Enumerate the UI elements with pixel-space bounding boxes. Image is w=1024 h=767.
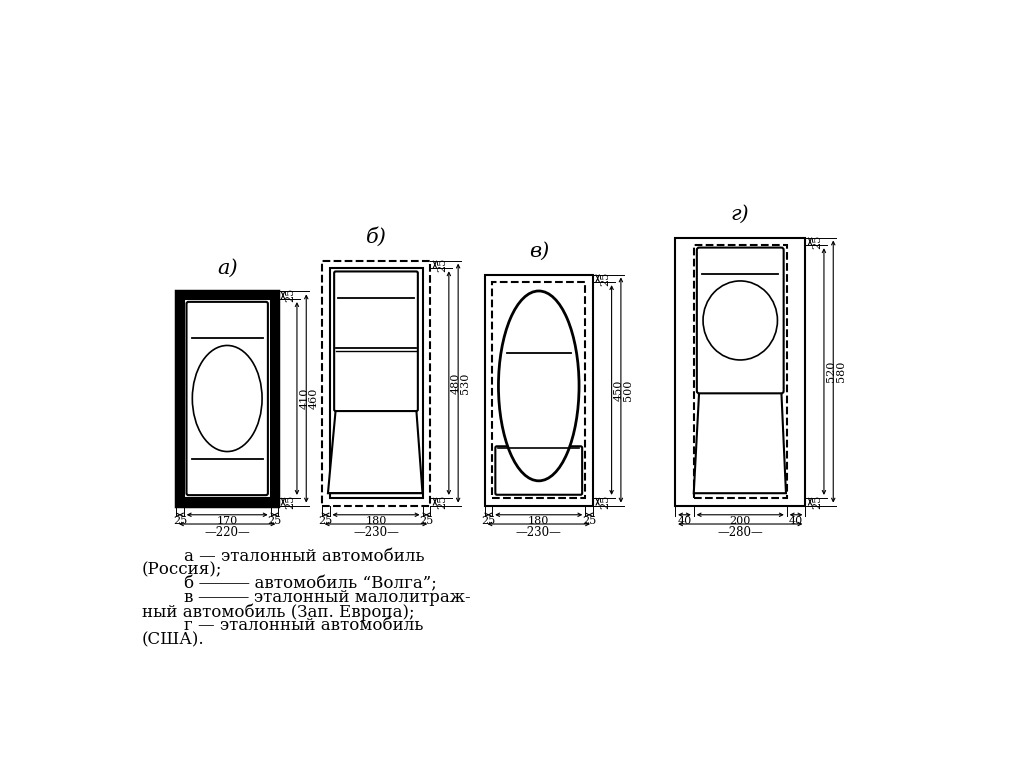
Bar xyxy=(493,282,586,498)
Bar xyxy=(176,291,279,505)
Text: 25: 25 xyxy=(481,516,496,526)
Text: 500: 500 xyxy=(624,380,633,400)
Text: 460: 460 xyxy=(308,388,318,409)
Text: (США).: (США). xyxy=(142,631,205,648)
Text: 200: 200 xyxy=(729,516,751,526)
Text: 170: 170 xyxy=(216,516,238,526)
Bar xyxy=(183,299,270,498)
Text: 25: 25 xyxy=(286,495,295,509)
Text: 580: 580 xyxy=(836,360,846,382)
FancyBboxPatch shape xyxy=(496,446,583,495)
Text: 25: 25 xyxy=(173,516,187,526)
Text: (Россия);: (Россия); xyxy=(142,561,222,579)
Text: 25: 25 xyxy=(318,516,333,526)
Text: 25: 25 xyxy=(812,495,822,509)
Bar xyxy=(183,299,270,498)
Polygon shape xyxy=(693,391,786,493)
Text: ный автомобиль (Зап. Европа);: ный автомобиль (Зап. Европа); xyxy=(142,604,415,621)
Text: 450: 450 xyxy=(614,380,624,400)
Text: 40: 40 xyxy=(677,516,691,526)
Text: 520: 520 xyxy=(826,360,837,382)
Text: 530: 530 xyxy=(461,373,470,393)
Text: —230—: —230— xyxy=(353,525,399,538)
Text: 25: 25 xyxy=(812,234,822,249)
Text: 25: 25 xyxy=(267,516,282,526)
Text: г): г) xyxy=(731,205,750,224)
Bar xyxy=(675,238,805,505)
Text: —220—: —220— xyxy=(205,525,250,538)
Text: —280—: —280— xyxy=(718,525,763,538)
Text: б ――― автомобиль “Волга”;: б ――― автомобиль “Волга”; xyxy=(142,575,436,593)
Ellipse shape xyxy=(499,291,579,481)
Text: 25: 25 xyxy=(437,258,447,272)
Polygon shape xyxy=(328,410,423,493)
Bar xyxy=(330,268,423,498)
Text: 25: 25 xyxy=(600,272,610,285)
Text: в): в) xyxy=(528,242,549,261)
Text: а — эталонный автомобиль: а — эталонный автомобиль xyxy=(142,548,425,565)
Text: б): б) xyxy=(366,227,386,247)
FancyBboxPatch shape xyxy=(186,302,268,495)
Text: 410: 410 xyxy=(299,388,309,409)
Text: г — эталонный автомобиль: г — эталонный автомобиль xyxy=(142,617,424,634)
Text: 40: 40 xyxy=(788,516,803,526)
FancyBboxPatch shape xyxy=(697,248,783,393)
Text: а): а) xyxy=(217,258,238,278)
Bar xyxy=(693,245,786,498)
Bar xyxy=(484,275,593,505)
Text: в ――― эталонный малолитраж-: в ――― эталонный малолитраж- xyxy=(142,590,471,607)
Bar xyxy=(322,261,430,505)
Text: 25: 25 xyxy=(286,288,295,302)
Text: 25: 25 xyxy=(419,516,433,526)
Text: 180: 180 xyxy=(528,516,550,526)
Text: 480: 480 xyxy=(452,373,461,393)
Text: 25: 25 xyxy=(600,495,610,509)
Text: 180: 180 xyxy=(366,516,387,526)
Bar xyxy=(176,291,279,505)
Text: 25: 25 xyxy=(582,516,596,526)
FancyBboxPatch shape xyxy=(334,272,418,411)
Text: —230—: —230— xyxy=(516,525,562,538)
Text: 25: 25 xyxy=(437,495,447,509)
